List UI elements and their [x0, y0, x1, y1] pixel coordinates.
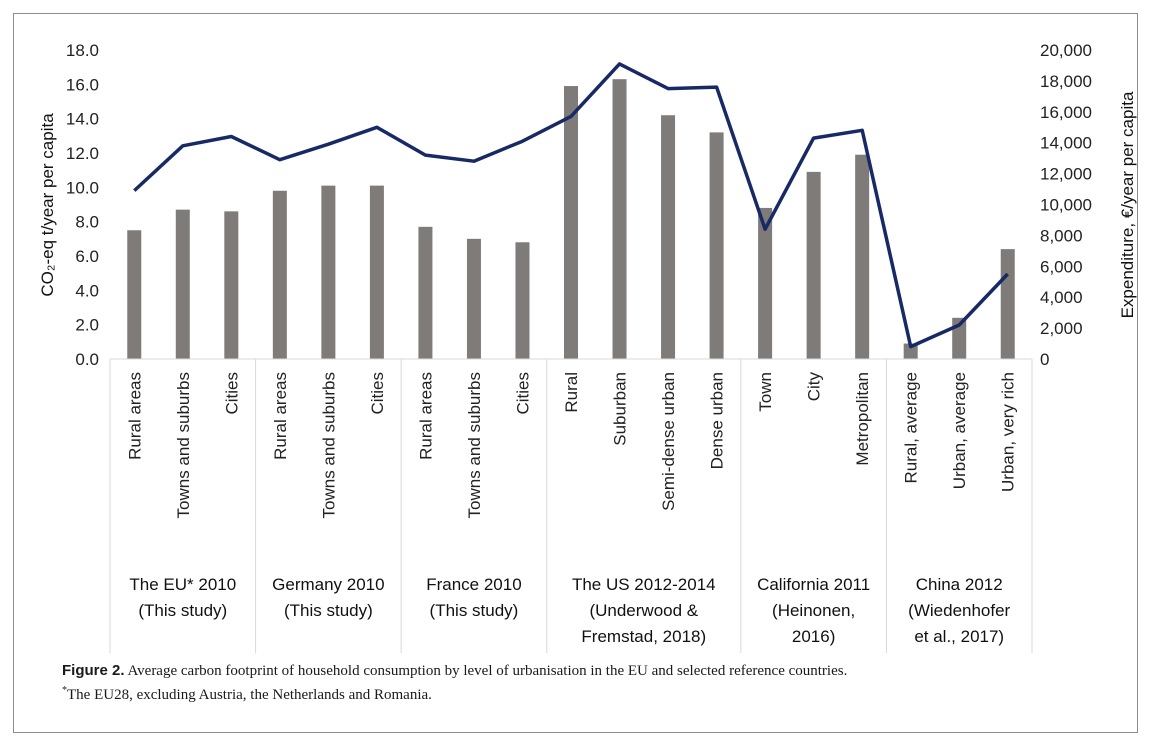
bar — [758, 207, 773, 359]
group-label: (This study) — [138, 601, 227, 620]
category-label: Rural areas — [125, 372, 144, 460]
category-label: Towns and suburbs — [465, 372, 484, 518]
group-label: Germany 2010 — [272, 575, 384, 594]
category-label: Metropolitan — [853, 372, 872, 466]
right-tick-label: 12,000 — [1040, 165, 1092, 184]
right-tick-label: 8,000 — [1040, 226, 1083, 245]
category-label: Rural — [562, 372, 581, 413]
group-label: California 2011 — [757, 575, 870, 594]
bar — [612, 79, 627, 359]
left-tick-label: 12.0 — [66, 144, 99, 163]
bar — [466, 238, 481, 359]
bar — [855, 154, 870, 359]
bar — [418, 226, 433, 359]
group-label: et al., 2017) — [914, 627, 1004, 646]
caption-label: Figure 2. — [62, 662, 125, 679]
bar — [903, 343, 918, 359]
expenditure-line — [133, 62, 1009, 349]
group-label: The US 2012-2014 — [572, 575, 716, 594]
right-tick-label: 16,000 — [1040, 103, 1092, 122]
category-label: Rural areas — [416, 372, 435, 460]
category-label: Dense urban — [708, 372, 727, 469]
bar — [515, 242, 530, 359]
right-tick-label: 4,000 — [1040, 288, 1083, 307]
left-tick-label: 10.0 — [66, 178, 99, 197]
group-label: Fremstad, 2018) — [581, 627, 706, 646]
group-label: France 2010 — [426, 575, 521, 594]
bar — [661, 115, 676, 359]
right-tick-label: 20,000 — [1040, 41, 1092, 60]
bar — [175, 209, 190, 359]
category-label: Semi-dense urban — [659, 372, 678, 511]
bar — [564, 86, 578, 360]
group-label: 2016) — [792, 627, 835, 646]
bar — [127, 230, 142, 359]
category-label: City — [805, 372, 824, 402]
bar — [369, 185, 384, 359]
group-label: (This study) — [284, 601, 373, 620]
group-label: The EU* 2010 — [129, 575, 236, 594]
category-label: Towns and suburbs — [319, 372, 338, 518]
right-tick-label: 18,000 — [1040, 72, 1092, 91]
right-tick-label: 2,000 — [1040, 319, 1083, 338]
group-label: (This study) — [430, 601, 519, 620]
group-label: (Wiedenhofer — [908, 601, 1010, 620]
right-tick-label: 10,000 — [1040, 196, 1092, 215]
left-axis-title: CO₂-eq t/year per capita — [38, 113, 57, 297]
left-tick-label: 14.0 — [66, 110, 99, 129]
group-label: (Heinonen, — [772, 601, 855, 620]
caption-footnote-mark: * — [62, 685, 67, 696]
category-label: Cities — [368, 372, 387, 415]
right-tick-label: 6,000 — [1040, 257, 1083, 276]
category-label: Rural areas — [271, 372, 290, 460]
bar — [709, 132, 724, 359]
category-label: Town — [756, 372, 775, 412]
caption-text: Average carbon footprint of household co… — [124, 663, 848, 679]
left-tick-label: 6.0 — [75, 247, 99, 266]
figure-caption: Figure 2. Average carbon footprint of ho… — [62, 661, 1122, 705]
category-label: Towns and suburbs — [174, 372, 193, 518]
category-label: Cities — [222, 372, 241, 415]
bar — [1000, 249, 1015, 359]
bar — [806, 171, 821, 359]
bar — [272, 190, 287, 359]
left-tick-label: 18.0 — [66, 41, 99, 60]
category-label: Rural, average — [902, 372, 921, 484]
right-tick-label: 14,000 — [1040, 134, 1092, 153]
left-tick-label: 8.0 — [75, 213, 99, 232]
left-tick-label: 0.0 — [75, 350, 99, 369]
category-label: Urban, very rich — [999, 372, 1018, 492]
left-tick-label: 4.0 — [75, 281, 99, 300]
group-label: (Underwood & — [589, 601, 698, 620]
figure-frame — [13, 13, 1138, 733]
left-tick-label: 2.0 — [75, 316, 99, 335]
category-label: Urban, average — [950, 372, 969, 489]
left-tick-label: 16.0 — [66, 75, 99, 94]
category-label: Cities — [513, 372, 532, 415]
bar — [321, 185, 336, 359]
right-axis-title: Expenditure, €/year per capita — [1118, 91, 1137, 318]
right-tick-label: 0 — [1040, 350, 1049, 369]
group-label: China 2012 — [916, 575, 1003, 594]
caption-footnote: The EU28, excluding Austria, the Netherl… — [67, 687, 432, 703]
bar — [224, 211, 239, 359]
category-label: Suburban — [611, 372, 630, 446]
